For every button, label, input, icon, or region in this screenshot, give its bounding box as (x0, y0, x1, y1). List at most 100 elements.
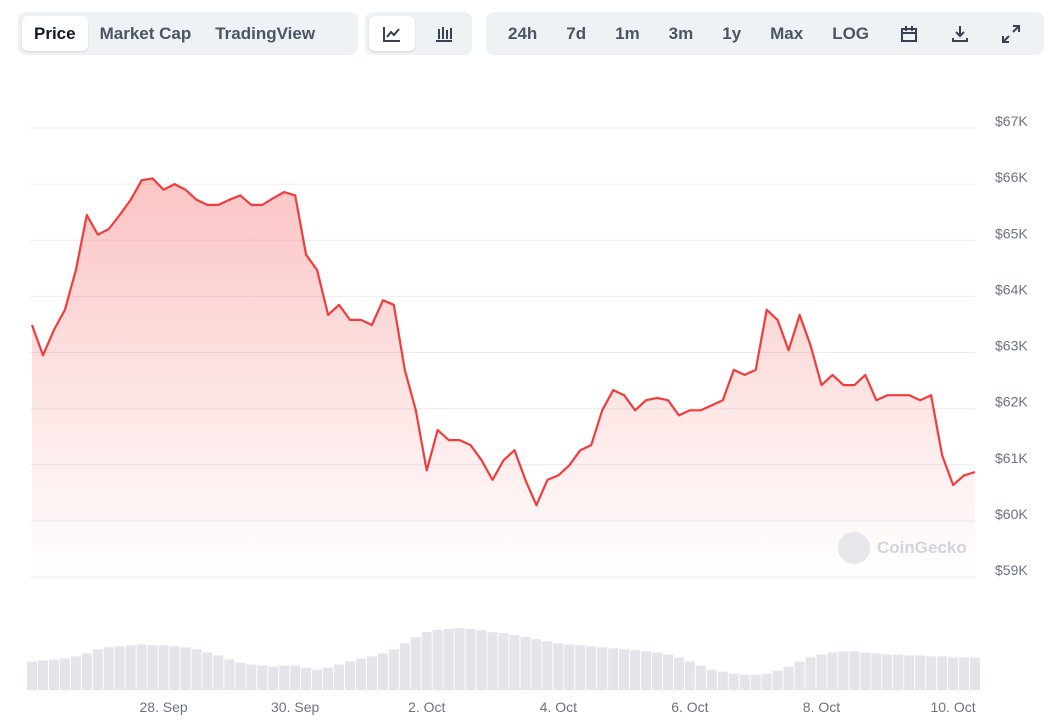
x-tick-label: 30. Sep (271, 699, 319, 715)
volume-bar (575, 645, 586, 690)
area (32, 178, 975, 577)
volume-bar (235, 662, 246, 690)
volume-bar (147, 645, 158, 690)
toolbar-button[interactable]: LOG (832, 23, 870, 43)
volume-bar (191, 649, 202, 690)
volume-bar (772, 670, 783, 690)
icon-button[interactable] (886, 16, 932, 51)
volume-bar (432, 630, 443, 690)
volume-bar (476, 630, 487, 690)
volume-bar (114, 646, 125, 690)
x-tick-label: 28. Sep (139, 699, 187, 715)
volume-bar (641, 651, 652, 690)
toolbar-button[interactable]: Market Cap (99, 23, 192, 43)
volume-bar (454, 628, 465, 690)
volume-bar (915, 655, 926, 690)
volume-bar (761, 673, 772, 690)
candle-chart-button[interactable] (421, 16, 467, 51)
toolbar-button[interactable]: 7d (566, 23, 587, 43)
toolbar-button[interactable]: Price (22, 16, 88, 51)
toolbar-button[interactable]: TradingView (215, 23, 316, 43)
y-tick-label: $63K (995, 338, 1028, 354)
volume-bar (224, 659, 235, 690)
volume-bar (355, 658, 366, 690)
y-tick-label: $65K (995, 225, 1028, 241)
volume-bar (586, 646, 597, 690)
volume-bar (827, 652, 838, 690)
line-chart-button[interactable] (369, 16, 415, 51)
x-tick-label: 4. Oct (540, 699, 577, 715)
volume-bar (904, 655, 915, 690)
x-tick-label: 8. Oct (803, 699, 840, 715)
volume-bar (59, 658, 70, 690)
volume-bar (597, 647, 608, 690)
volume-bar (301, 667, 312, 690)
volume-bar (158, 645, 169, 690)
volume-bar (92, 649, 103, 690)
toolbar-button[interactable]: 24h (508, 23, 538, 43)
volume-bar (816, 654, 827, 690)
x-tick-label: 2. Oct (408, 699, 445, 715)
volume-bar (334, 664, 345, 690)
volume-bar (695, 665, 706, 690)
volume-bar (684, 661, 695, 690)
volume-bar (377, 653, 388, 690)
volume-bar (465, 629, 476, 690)
toolbar-button[interactable]: 1m (615, 23, 640, 43)
y-tick-label: $66K (995, 169, 1028, 185)
x-tick-label: 6. Oct (671, 699, 708, 715)
volume-bar (608, 648, 619, 690)
volume-bar (279, 665, 290, 690)
volume-bar (706, 669, 717, 690)
volume-bar (136, 644, 147, 690)
volume-bar (202, 652, 213, 690)
volume-bar (959, 657, 970, 690)
volume-bar (180, 647, 191, 690)
toolbar-button[interactable]: Max (770, 23, 804, 43)
toolbar-button[interactable]: 1y (722, 23, 742, 43)
volume-bar (103, 647, 114, 690)
x-tick-label: 10. Oct (930, 699, 975, 715)
volume-bar (630, 650, 641, 690)
volume-bar (937, 656, 948, 690)
volume-bar (553, 643, 564, 690)
volume-bar (312, 669, 323, 690)
volume-bar (399, 643, 410, 690)
volume-bar (970, 657, 980, 690)
volume-bar (783, 666, 794, 690)
volume-bar (794, 661, 805, 690)
volume-bar (27, 661, 37, 690)
y-tick-label: $60K (995, 506, 1028, 522)
volume-bar (421, 632, 432, 690)
volume-bar (169, 646, 180, 690)
volume-bar (290, 665, 301, 690)
volume-bar (257, 665, 268, 690)
volume-bar (739, 674, 750, 690)
volume-bar (388, 649, 399, 690)
volume-bar (70, 656, 81, 690)
volume-bar (487, 632, 498, 690)
volume-bar (246, 664, 257, 690)
icon-button[interactable] (988, 16, 1034, 51)
y-tick-label: $62K (995, 394, 1028, 410)
volume-bar (213, 655, 224, 690)
volume-bar (344, 661, 355, 690)
volume-bar (268, 666, 279, 690)
volume-bar (443, 629, 454, 690)
range-group: 24h 7d 1m 3m 1y Max LOG (486, 12, 1044, 55)
tab-group: Price Market Cap TradingView (18, 12, 358, 55)
volume-bar (673, 657, 684, 690)
volume-bar (323, 667, 334, 690)
volume-bar (125, 645, 136, 690)
volume-bar (871, 653, 882, 690)
volume-bar (37, 660, 48, 690)
volume-bar (531, 639, 542, 690)
volume-bar (882, 654, 893, 690)
volume-bar (750, 674, 761, 690)
icon-button[interactable] (937, 16, 983, 51)
volume-bar (717, 671, 728, 690)
volume-bar (838, 651, 849, 690)
toolbar-button[interactable]: 3m (668, 23, 694, 43)
